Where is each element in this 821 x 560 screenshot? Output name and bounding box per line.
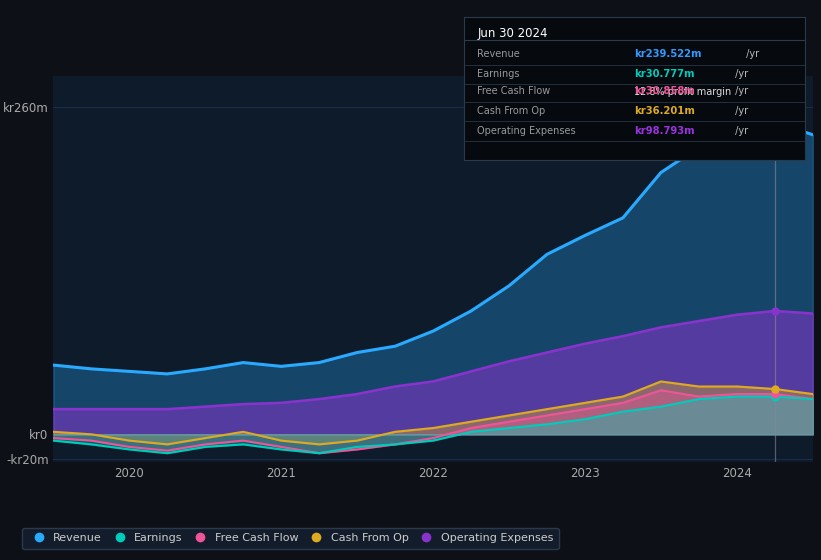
Text: kr239.522m: kr239.522m xyxy=(635,49,702,59)
Text: /yr: /yr xyxy=(732,106,749,116)
Legend: Revenue, Earnings, Free Cash Flow, Cash From Op, Operating Expenses: Revenue, Earnings, Free Cash Flow, Cash … xyxy=(22,528,558,549)
Text: Earnings: Earnings xyxy=(478,69,520,79)
Text: kr98.793m: kr98.793m xyxy=(635,126,695,136)
Text: Revenue: Revenue xyxy=(478,49,521,59)
Text: /yr: /yr xyxy=(732,126,749,136)
Text: Jun 30 2024: Jun 30 2024 xyxy=(478,27,548,40)
Text: /yr: /yr xyxy=(743,49,759,59)
Text: Operating Expenses: Operating Expenses xyxy=(478,126,576,136)
Text: kr30.858m: kr30.858m xyxy=(635,86,695,96)
Text: /yr: /yr xyxy=(732,69,749,79)
Text: 12.8% profit margin: 12.8% profit margin xyxy=(635,87,732,97)
Text: /yr: /yr xyxy=(732,86,749,96)
Text: Cash From Op: Cash From Op xyxy=(478,106,546,116)
Text: kr36.201m: kr36.201m xyxy=(635,106,695,116)
Text: Free Cash Flow: Free Cash Flow xyxy=(478,86,551,96)
Text: kr30.777m: kr30.777m xyxy=(635,69,695,79)
